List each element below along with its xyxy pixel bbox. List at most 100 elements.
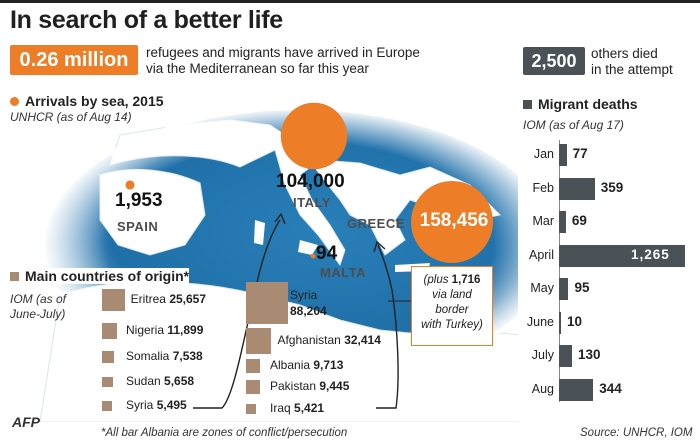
deaths-bar	[559, 177, 595, 200]
origin-source-line2: June-July)	[10, 307, 66, 321]
origin-country: Nigeria	[126, 323, 165, 337]
origin-label: Syria 88,204	[290, 287, 327, 319]
origin-value: 7,538	[172, 349, 203, 363]
origin-country: Pakistan	[270, 379, 317, 393]
greece-arrowhead	[373, 240, 386, 253]
origin-label: Syria 5,495	[126, 398, 187, 412]
greece-bubble	[411, 181, 493, 263]
deaths-value-label: 77	[572, 146, 588, 161]
deaths-value-label: 1,265	[631, 246, 670, 262]
origin-square	[246, 403, 257, 415]
origin-country: Sudan	[126, 374, 161, 388]
deaths-axis-line	[559, 140, 560, 402]
origin-square	[246, 380, 260, 394]
deaths-bar	[559, 211, 566, 233]
land-note-line4: with Turkey)	[421, 319, 483, 331]
origin-country: Syria	[126, 398, 154, 412]
origin-square	[102, 288, 125, 312]
deaths-value-label: 359	[600, 179, 624, 195]
origin-country: Syria	[290, 288, 318, 302]
origin-value: 5,495	[156, 398, 187, 412]
land-note-line2: via land	[432, 289, 472, 301]
land-note-line1: (plus 1,716	[412, 273, 492, 288]
greece-label: GREECE	[347, 216, 405, 231]
arrivals-total-line1: refugees and migrants have arrived in Eu…	[146, 45, 420, 60]
deaths-month-label: April	[528, 247, 554, 262]
map-fade	[42, 107, 518, 383]
origin-value: 25,657	[169, 292, 207, 306]
arrivals-total-line2: via the Mediterranean so far this year	[146, 61, 369, 76]
footer-source: Source: UNHCR, IOM	[580, 427, 693, 439]
arrivals-section-title: Arrivals by sea, 2015	[25, 93, 164, 109]
origin-square	[102, 400, 113, 412]
origin-square	[246, 282, 288, 324]
deaths-month-label: Mar	[532, 214, 554, 228]
deaths-value-label: 69	[571, 213, 587, 228]
spain-value: 1,953	[115, 190, 163, 211]
origin-country: Iraq	[270, 401, 291, 415]
origin-to-greece-arrow	[376, 244, 399, 409]
grey-square-icon	[523, 99, 532, 109]
footer-note: *All bar Albania are zones of conflict/p…	[101, 427, 348, 439]
deaths-month-label: July	[531, 348, 554, 362]
land-note-line3: border	[435, 304, 469, 316]
arrivals-total-text: refugees and migrants have arrived in Eu…	[146, 45, 420, 77]
deaths-bar	[559, 144, 567, 166]
origin-square	[102, 323, 118, 339]
italy-value: 104,000	[276, 171, 345, 192]
deaths-bar	[559, 244, 685, 267]
origin-label: Somalia 7,538	[126, 349, 203, 363]
origin-label: Eritrea 25,657	[131, 292, 206, 306]
malta-label: MALTA	[320, 265, 367, 280]
origin-label: Nigeria 11,899	[126, 323, 203, 337]
greece-land-border-note: (plus 1,716 via land border with Turkey)	[411, 266, 493, 346]
orange-dot-icon	[10, 96, 19, 106]
origin-square	[246, 328, 272, 354]
deaths-value-label: 344	[599, 380, 622, 396]
malta-value: 94	[316, 243, 338, 264]
origin-source: IOM (as of June-July)	[10, 292, 66, 322]
deaths-section-header: Migrant deaths	[523, 96, 638, 112]
origin-value: 5,658	[164, 374, 195, 388]
deaths-bar	[559, 278, 569, 300]
origin-value: 5,421	[294, 401, 325, 415]
italy-bubble	[280, 102, 348, 170]
deaths-value-label: 95	[574, 280, 590, 295]
deaths-bar	[559, 345, 572, 367]
origin-label: Sudan 5,658	[126, 374, 194, 388]
origin-value: 32,414	[344, 333, 381, 347]
italy-label: ITALY	[293, 195, 331, 210]
arrivals-section-header: Arrivals by sea, 2015	[10, 93, 164, 109]
origin-country: Albania	[270, 358, 311, 372]
land-note-pre: (plus	[423, 274, 452, 286]
origin-value: 11,899	[167, 323, 204, 337]
origin-country: Afghanistan	[277, 333, 341, 347]
tan-square-icon	[10, 271, 19, 281]
origin-value: 88,204	[290, 304, 327, 318]
deaths-total-line1: others died	[591, 46, 658, 61]
origin-label: Albania 9,713	[270, 358, 343, 372]
deaths-total-line2: in the attempt	[591, 62, 673, 77]
deaths-total-badge: 2,500	[523, 47, 585, 75]
afp-logo: AFP	[12, 414, 40, 430]
origin-label: Iraq 5,421	[270, 401, 324, 415]
deaths-bar	[559, 378, 594, 401]
deaths-bar	[559, 311, 561, 334]
origin-square	[102, 376, 113, 388]
origin-label: Afghanistan 32,414	[277, 333, 380, 347]
greece-value: 158,456	[419, 210, 489, 231]
deaths-total-text: others died in the attempt	[591, 46, 673, 78]
italy-arrowhead	[274, 212, 286, 225]
deaths-month-label: June	[526, 314, 554, 329]
origin-country: Somalia	[126, 349, 170, 363]
origin-value: 9,713	[313, 358, 344, 372]
spain-label: SPAIN	[117, 219, 159, 234]
origin-source-line1: IOM (as of	[10, 292, 67, 306]
page-title: In search of a better life	[10, 6, 283, 34]
malta-bubble	[310, 253, 316, 259]
origin-country: Eritrea	[130, 292, 166, 306]
deaths-source: IOM (as of Aug 17)	[523, 118, 624, 132]
deaths-value-label: 10	[567, 313, 583, 329]
land-note-number: 1,716	[451, 274, 481, 286]
deaths-month-label: Feb	[532, 180, 554, 195]
